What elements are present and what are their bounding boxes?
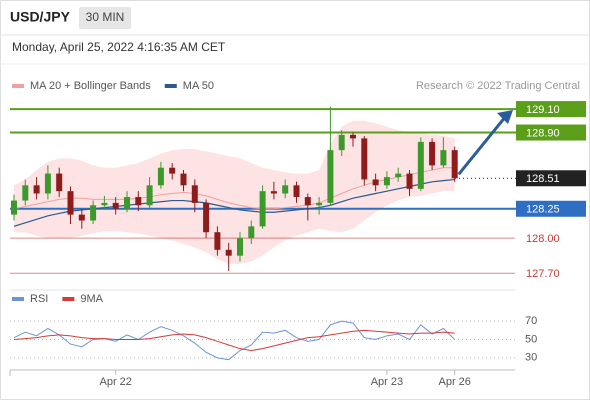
- candle-body: [135, 197, 142, 206]
- candle-body: [180, 173, 187, 186]
- candle-body: [451, 150, 458, 179]
- candle-body: [191, 185, 198, 203]
- candle-body: [316, 202, 323, 206]
- x-tick-label: Apr 23: [371, 376, 403, 388]
- legend-label: MA 20 + Bollinger Bands: [30, 80, 151, 92]
- candle-body: [237, 238, 243, 256]
- candle-body: [350, 134, 356, 139]
- level-label: 128.25: [526, 204, 560, 216]
- ma-line: [13, 167, 455, 210]
- interval: 30 MIN: [86, 10, 125, 24]
- candle-body: [90, 205, 97, 221]
- level-label: 128.90: [526, 127, 560, 139]
- level-label: 128.51: [526, 173, 560, 185]
- candle-body: [304, 197, 311, 206]
- rsi-line: [13, 320, 456, 361]
- candle-body: [406, 173, 413, 189]
- x-tick-label: Apr 22: [99, 376, 131, 388]
- candle-body: [157, 167, 164, 186]
- candle-body: [440, 150, 447, 166]
- level-box: [516, 170, 586, 187]
- candle-body: [169, 167, 176, 174]
- candle-body: [293, 185, 300, 198]
- candle-body: [338, 134, 345, 151]
- candle-body: [417, 141, 424, 189]
- level-box: [516, 200, 586, 217]
- y-tick-label: 30: [525, 352, 537, 364]
- source: Research © 2022 Trading Central: [416, 80, 580, 92]
- level-label: 128.00: [526, 233, 560, 245]
- legend-swatch: [12, 84, 24, 88]
- candle-body: [124, 197, 130, 209]
- candle-body: [44, 173, 51, 194]
- candle-body: [22, 185, 29, 201]
- timestamp: Monday, April 25, 2022 4:16:35 AM CET: [12, 40, 226, 54]
- candle-body: [56, 173, 63, 192]
- candle-body: [101, 202, 108, 206]
- candle-body: [203, 202, 210, 233]
- x-tick-label: Apr 26: [438, 376, 470, 388]
- candle-body: [429, 141, 436, 166]
- arrow-head: [497, 110, 513, 124]
- candle-body: [33, 185, 40, 194]
- candle-body: [214, 232, 221, 250]
- candle-body: [78, 214, 85, 221]
- rsi-line: [13, 329, 455, 352]
- level-label: 127.70: [526, 268, 560, 280]
- legend-swatch: [62, 297, 75, 301]
- level-box: [516, 124, 586, 141]
- legend-label: 9MA: [80, 293, 103, 305]
- candle-body: [67, 191, 74, 215]
- candle-body: [361, 138, 368, 180]
- candle-body: [395, 173, 402, 178]
- candle-body: [372, 179, 379, 186]
- y-tick-label: 50: [525, 333, 537, 345]
- candle-body: [11, 200, 17, 215]
- interval-pill: [79, 7, 131, 29]
- symbol: USD/JPY: [10, 9, 71, 25]
- legend-swatch: [12, 297, 24, 301]
- legend-label: RSI: [30, 293, 48, 305]
- candle-body: [383, 177, 390, 186]
- level-label: 129.10: [526, 104, 560, 116]
- candle-body: [146, 185, 153, 206]
- level-box: [516, 101, 586, 118]
- ma-line: [13, 178, 455, 227]
- forecast-arrow: [457, 115, 508, 176]
- candle-body: [112, 202, 119, 209]
- bollinger-band: [14, 120, 455, 264]
- candle-body: [248, 226, 255, 239]
- candle-body: [259, 191, 266, 227]
- legend-label: MA 50: [183, 80, 214, 92]
- y-tick-label: 70: [525, 315, 537, 327]
- candle-body: [270, 191, 277, 194]
- candle-body: [327, 150, 334, 203]
- candle-body: [225, 249, 232, 256]
- candle-body: [282, 185, 289, 194]
- legend-swatch: [164, 84, 177, 88]
